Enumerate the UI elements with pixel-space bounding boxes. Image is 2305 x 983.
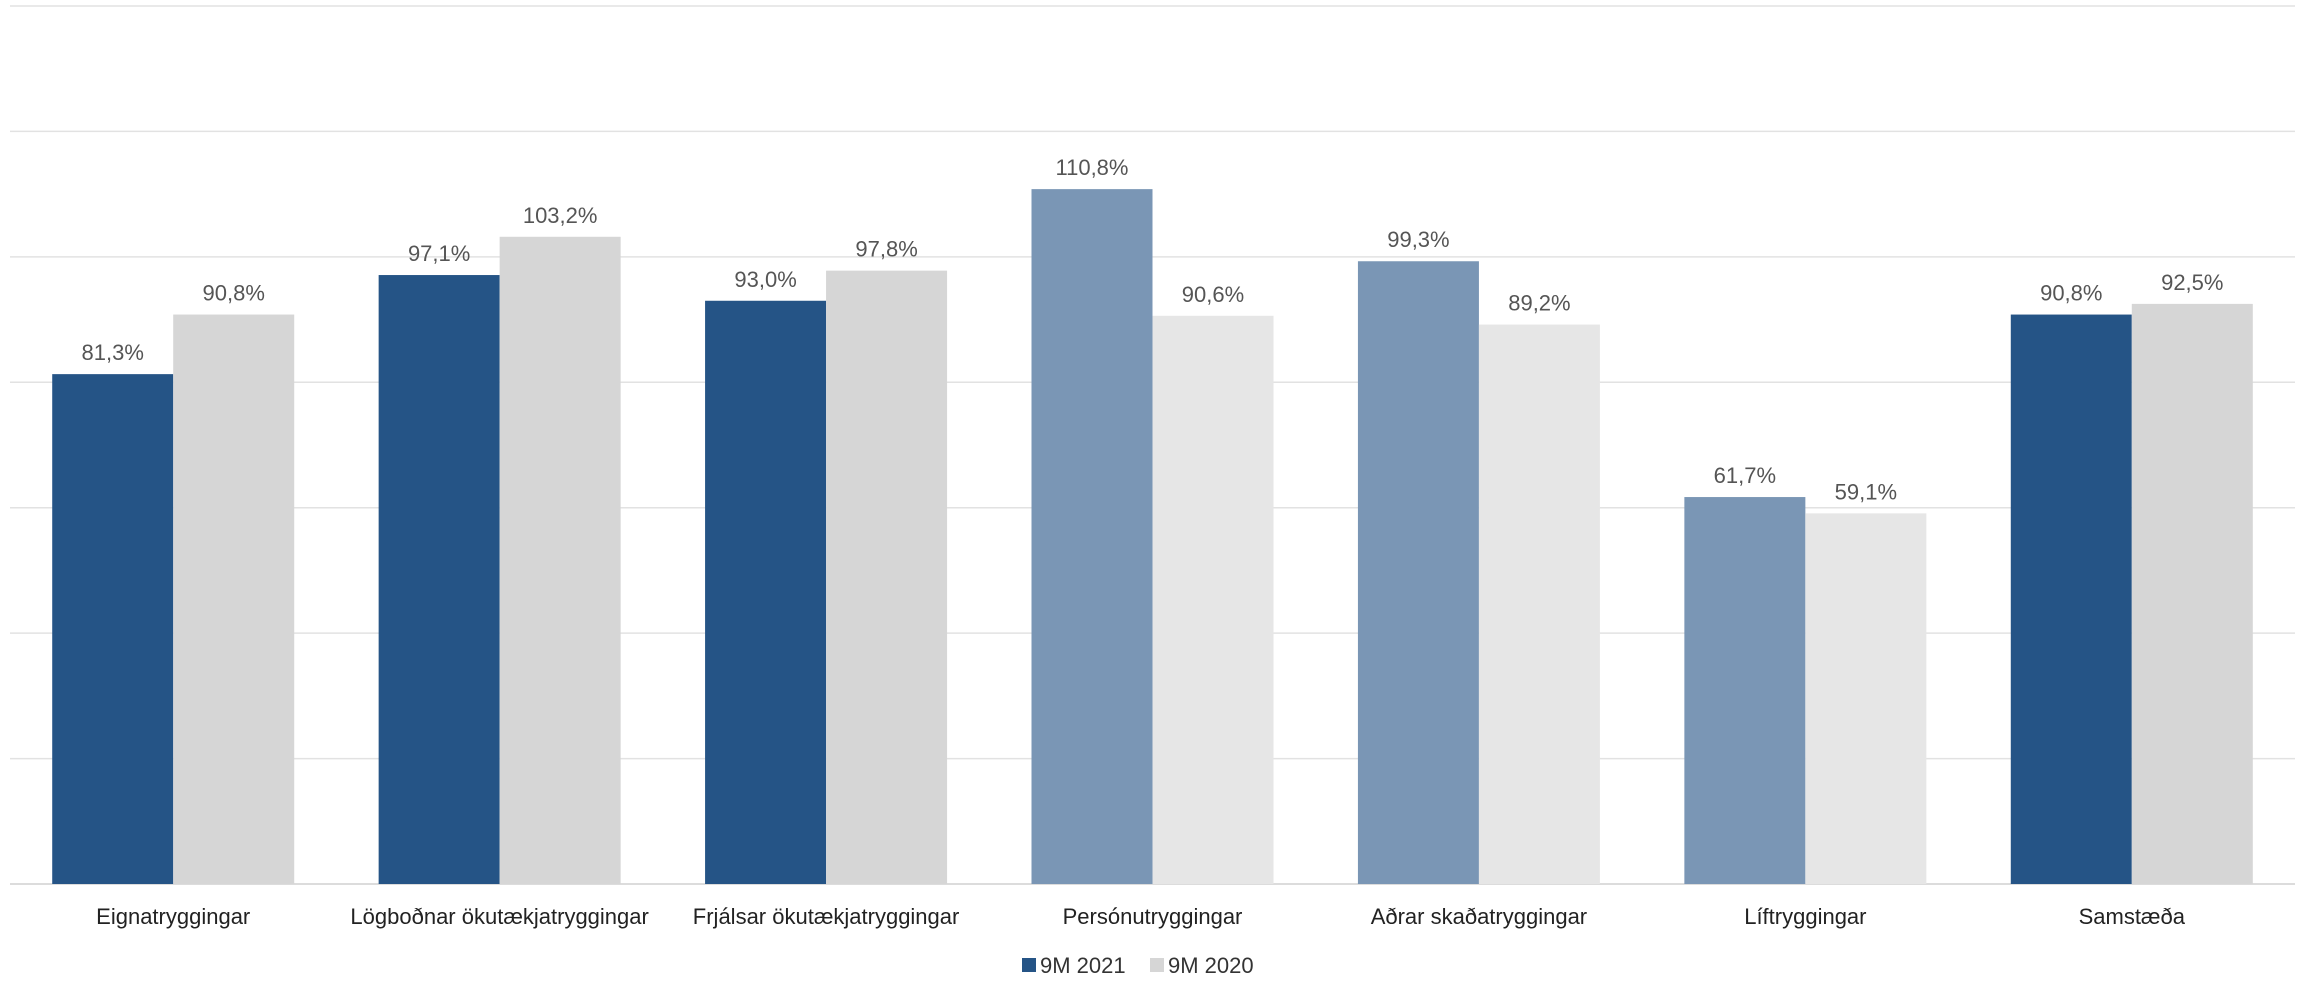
- data-label-2020-6: 59,1%: [1835, 479, 1897, 504]
- data-label-2021-1: 81,3%: [82, 340, 144, 365]
- x-tick-label: Frjálsar ökutækjatryggingar: [693, 904, 960, 929]
- bar-2020-7: [2131, 303, 2253, 885]
- bar-2020-6: [1805, 513, 1927, 884]
- bar-2021-2: [378, 275, 500, 884]
- x-tick-label: Eignatryggingar: [96, 904, 250, 929]
- x-tick-label: Samstæða: [2079, 904, 2186, 929]
- data-label-2020-2: 103,2%: [523, 203, 598, 228]
- x-tick-label: Líftryggingar: [1744, 904, 1866, 929]
- bar-2021-3: [705, 300, 827, 884]
- data-label-2021-6: 61,7%: [1714, 463, 1776, 488]
- bar-2021-4: [1031, 189, 1153, 884]
- bars: [52, 189, 2253, 885]
- bar-2020-5: [1478, 324, 1600, 884]
- data-label-2021-7: 90,8%: [2040, 281, 2102, 306]
- x-axis-tick-labels: Eignatryggingar Lögboðnar ökutækjatryggin…: [96, 904, 2186, 929]
- bar-2020-4: [1152, 315, 1274, 884]
- bar-2021-5: [1357, 261, 1479, 884]
- data-labels: 81,3% 90,8% 97,1% 103,2% 93,0% 97,8% 110,8% 90,…: [82, 155, 2224, 504]
- x-tick-label: Lögboðnar ökutækjatryggingar: [350, 904, 648, 929]
- bar-2020-3: [826, 270, 948, 884]
- bar-2020-2: [499, 236, 621, 884]
- bar-2021-7: [2010, 314, 2132, 884]
- legend-label-2021: 9M 2021: [1040, 953, 1126, 978]
- legend: 9M 2021 9M 2020: [1022, 953, 1254, 978]
- data-label-2020-1: 90,8%: [203, 281, 265, 306]
- legend-swatch-2020: [1150, 958, 1164, 972]
- data-label-2021-3: 93,0%: [734, 267, 796, 292]
- data-label-2020-7: 92,5%: [2161, 270, 2223, 295]
- x-tick-label: Persónutryggingar: [1063, 904, 1243, 929]
- legend-swatch-2021: [1022, 958, 1036, 972]
- x-tick-label: Aðrar skaðatryggingar: [1371, 904, 1587, 929]
- data-label-2020-5: 89,2%: [1508, 291, 1570, 316]
- bar-2021-6: [1684, 497, 1806, 884]
- legend-label-2020: 9M 2020: [1168, 953, 1254, 978]
- data-label-2021-5: 99,3%: [1387, 227, 1449, 252]
- data-label-2021-4: 110,8%: [1056, 155, 1129, 180]
- data-label-2021-2: 97,1%: [408, 241, 470, 266]
- bar-2020-1: [173, 314, 295, 884]
- bar-2021-1: [52, 374, 174, 884]
- data-label-2020-4: 90,6%: [1182, 282, 1244, 307]
- data-label-2020-3: 97,8%: [855, 237, 917, 262]
